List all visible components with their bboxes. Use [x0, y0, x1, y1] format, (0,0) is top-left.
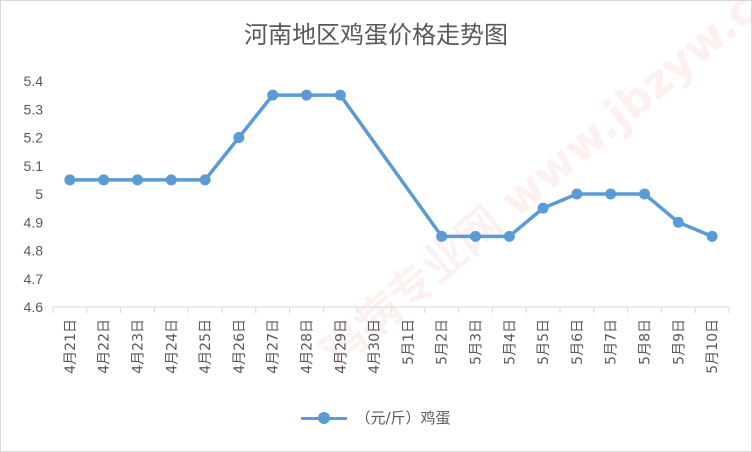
data-point [64, 174, 76, 186]
chart-title: 河南地区鸡蛋价格走势图 [244, 21, 508, 49]
y-tick-label: 4.8 [24, 243, 44, 259]
x-tick-label: 5月10日 [705, 319, 721, 374]
y-tick-label: 5.2 [24, 130, 44, 146]
data-point [132, 174, 143, 186]
data-point [233, 132, 245, 143]
x-tick-label: 4月25日 [198, 319, 214, 374]
legend: （元/斤）鸡蛋 [1, 407, 751, 428]
x-tick-label: 5月4日 [502, 319, 518, 365]
y-tick-label: 4.9 [24, 214, 44, 230]
x-tick-label: 5月1日 [401, 319, 417, 365]
series-line [69, 93, 713, 239]
data-point [470, 230, 481, 242]
data-point [199, 174, 211, 186]
data-point [639, 188, 650, 200]
x-tick-label: 5月5日 [536, 319, 552, 365]
data-point [706, 230, 718, 242]
x-tick-label: 4月22日 [97, 319, 113, 374]
x-tick-label: 4月30日 [367, 319, 383, 374]
data-point [571, 188, 583, 200]
x-tick-label: 4月26日 [232, 319, 248, 374]
y-tick-label: 5.1 [24, 158, 44, 174]
data-point [334, 89, 346, 101]
x-tick-label: 5月3日 [469, 319, 485, 365]
data-point [503, 230, 515, 242]
data-point [672, 216, 684, 228]
x-tick-label: 5月9日 [671, 319, 687, 365]
y-tick-label: 5 [35, 186, 43, 202]
x-tick-label: 5月6日 [570, 319, 586, 365]
x-tick-label: 4月27日 [266, 319, 282, 374]
x-tick-label: 4月24日 [164, 319, 180, 374]
data-point [605, 188, 617, 200]
legend-swatch [301, 411, 348, 425]
x-tick-label: 4月28日 [300, 319, 316, 374]
y-tick-label: 4.7 [24, 271, 44, 287]
data-point [537, 202, 549, 214]
x-tick-label: 4月21日 [63, 319, 79, 374]
x-tick-label: 5月8日 [638, 319, 654, 365]
data-point [301, 89, 312, 101]
x-tick-label: 4月29日 [333, 319, 349, 374]
legend-label: （元/斤）鸡蛋 [355, 409, 451, 427]
data-point [165, 174, 177, 186]
data-point [267, 89, 279, 101]
x-tick-label: 5月7日 [604, 319, 620, 365]
x-tick-label: 5月2日 [435, 319, 451, 365]
y-tick-label: 5.3 [24, 101, 44, 117]
data-point [436, 230, 448, 242]
x-tick-label: 4月23日 [131, 319, 147, 374]
y-tick-label: 4.6 [24, 299, 44, 315]
data-point [98, 174, 110, 186]
y-tick-label: 5.4 [24, 73, 44, 89]
